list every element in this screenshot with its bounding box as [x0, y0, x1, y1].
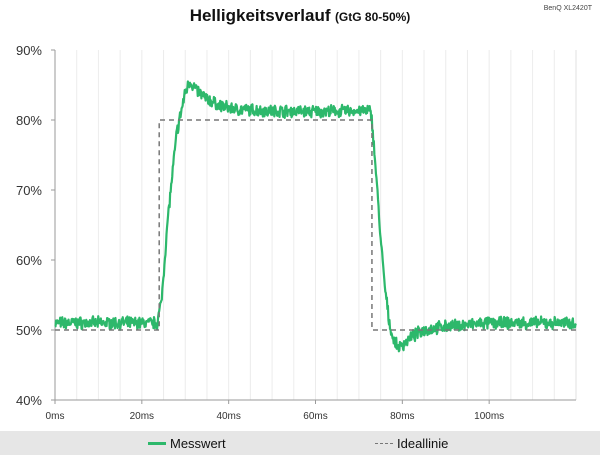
y-tick-label: 80% [16, 113, 42, 128]
legend: Messwert Ideallinie [0, 431, 600, 455]
x-tick-label: 80ms [390, 411, 414, 422]
plot-area: 40% 50% 60% 70% 80% 90% 0ms 20ms 40ms 60ms 80ms 100… [16, 43, 577, 422]
y-tick-label: 50% [16, 323, 42, 338]
legend-swatch-ideallinie [375, 443, 393, 444]
legend-item-messwert: Messwert [148, 436, 226, 451]
legend-swatch-messwert [148, 442, 166, 445]
legend-label-ideallinie: Ideallinie [397, 436, 449, 451]
y-tick-label: 40% [16, 393, 42, 408]
x-tick-label: 20ms [130, 411, 154, 422]
chart-title-block: Helligkeitsverlauf (GtG 80-50%) [0, 6, 600, 26]
legend-label-messwert: Messwert [170, 436, 226, 451]
y-tick-label: 60% [16, 253, 42, 268]
series-messwert-line [54, 80, 577, 353]
legend-item-ideallinie: Ideallinie [375, 436, 448, 451]
x-tick-label: 0ms [46, 411, 65, 422]
monitor-model-label: BenQ XL2420T [543, 5, 592, 12]
y-tick-label: 70% [16, 183, 42, 198]
x-tick-label: 100ms [474, 411, 504, 422]
x-tick-label: 60ms [303, 411, 327, 422]
chart-title: Helligkeitsverlauf [189, 6, 331, 25]
chart-subtitle: (GtG 80-50%) [334, 10, 411, 24]
x-tick-label: 40ms [216, 411, 240, 422]
y-tick-label: 90% [16, 43, 42, 58]
